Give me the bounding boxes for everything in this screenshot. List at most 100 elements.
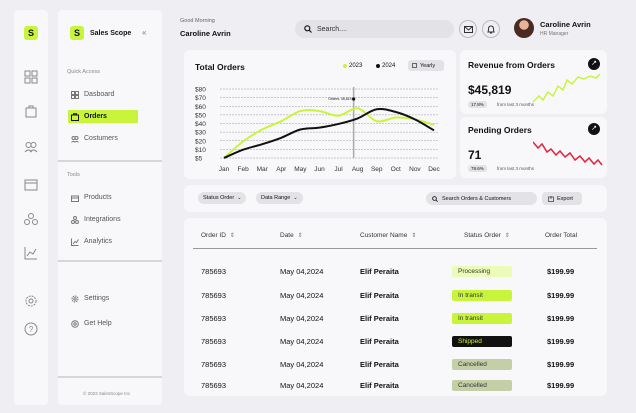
legend-label: 2024 [382,63,396,69]
help-icon [71,319,79,328]
status-badge: In transit [452,313,512,324]
integrations-icon [71,215,79,224]
period-select[interactable]: Yearly [408,60,444,71]
nav-item-settings[interactable]: Settings [68,292,150,305]
chart-icon[interactable] [24,246,38,260]
date-cell: May 04,2024 [280,267,324,276]
legend-2024: 2024 [376,63,395,69]
total-cell: $199.99 [547,267,575,276]
search-input[interactable]: Search.... [317,25,347,33]
mail-button[interactable] [459,20,477,38]
pending-open-button[interactable]: ↗ [588,123,600,135]
nav-item-orders[interactable]: Orders [68,110,138,123]
settings-icon[interactable] [24,294,38,308]
order-id-cell: 785693 [201,360,227,369]
brand[interactable]: S Sales Scope [70,26,131,40]
customer-cell: Elif Peraita [360,267,399,276]
header-label: Status Order [464,232,501,239]
integration-icon[interactable] [24,212,38,226]
search-icon [304,25,312,33]
x-tick-label: Jun [314,166,325,173]
status-badge: Shipped [452,336,512,347]
y-tick-label: $50 [195,112,206,119]
nav-divider [58,160,162,162]
avatar[interactable] [514,18,534,38]
nav-item-label: Settings [84,295,110,302]
x-tick-label: Jan [219,166,230,173]
rail-logo[interactable]: S [24,26,38,40]
customer-cell: Elif Peraita [360,360,399,369]
nav-item-customers[interactable]: Costumers [68,132,150,145]
double-chevron-left-icon[interactable]: « [142,28,147,37]
nav-item-analytics[interactable]: Analytics [68,235,150,248]
nav-item-label: Products [84,194,112,201]
image-icon[interactable] [24,178,38,192]
orders-table [184,218,607,396]
header-label: Order Total [545,232,578,239]
y-tick-label: $20 [195,138,206,145]
total-orders-card [184,50,456,179]
header-label: Order ID [201,232,226,239]
header-order-id[interactable]: Order ID ⇕ [201,232,235,239]
profile-name: Caroline Avrin [540,20,591,29]
total-cell: $199.99 [547,381,575,390]
nav-item-label: Orders [84,113,107,120]
total-cell: $199.99 [547,291,575,300]
svg-text:?: ? [29,325,34,334]
header-date[interactable]: Date ⇕ [280,232,303,239]
bag-icon[interactable] [24,104,38,118]
revenue-open-button[interactable]: ↗ [588,58,600,70]
search-bar[interactable]: Search.... [295,20,454,38]
header-status-order[interactable]: Status Order ⇕ [464,232,510,239]
series-line-2023 [223,107,435,159]
nav-item-dashboard[interactable]: Dasboard [68,88,150,101]
order-id-cell: 785693 [201,267,227,276]
x-tick-label: Jul [334,166,343,173]
profile-role: HR Manager [540,31,569,37]
data-range-label: Data Range [261,195,291,201]
search-icon [432,195,438,202]
header-customer-name[interactable]: Customer Name ⇕ [360,232,416,239]
copyright: © 2023 SalesScope Inc [83,391,131,396]
legend-dot [343,64,347,68]
orders-search-input[interactable]: Search Orders & Customers [442,195,512,202]
customers-icon [71,135,79,143]
y-tick-label: $5 [195,156,203,163]
greeting: Good Morning [180,18,215,24]
settings-icon [71,295,79,302]
revenue-value: $45,819 [468,83,512,97]
date-cell: May 04,2024 [280,360,324,369]
data-range-filter[interactable]: Data Range ⌄ [256,192,303,204]
customer-cell: Elif Peraita [360,314,399,323]
pending-note: from last 3 months [497,166,535,171]
nav-item-integrations[interactable]: Integrations [68,213,150,226]
pending-value: 71 [468,148,482,162]
nav-item-products[interactable]: Products [68,191,150,204]
export-icon [548,195,554,202]
pending-title: Pending Orders [468,125,532,135]
status-order-filter[interactable]: Status Order ⌄ [198,192,247,204]
sort-icon: ⇕ [504,233,510,239]
pending-sparkline [533,141,603,166]
help-icon[interactable]: ? [24,322,38,336]
date-cell: May 04,2024 [280,314,324,323]
y-tick-label: $30 [195,130,206,137]
nav-divider [58,376,162,378]
nav-item-help[interactable]: Get Help [68,317,150,330]
customer-cell: Elif Peraita [360,291,399,300]
export-button[interactable]: Export [542,192,582,205]
x-tick-label: Apr [276,166,287,173]
date-cell: May 04,2024 [280,381,324,390]
orders-search[interactable]: Search Orders & Customers [426,192,537,205]
x-tick-label: Feb [237,166,249,173]
x-tick-label: Aug [352,166,364,173]
header-order-total[interactable]: Order Total [545,232,577,239]
dashboard-icon[interactable] [24,70,38,84]
customer-cell: Elif Peraita [360,337,399,346]
order-id-cell: 785693 [201,291,227,300]
x-tick-label: Dec [428,166,440,173]
status-badge: Cancelled [452,380,512,391]
notifications-button[interactable] [482,20,500,38]
revenue-change-badge: 17.8% [468,101,487,108]
users-icon[interactable] [24,140,38,154]
